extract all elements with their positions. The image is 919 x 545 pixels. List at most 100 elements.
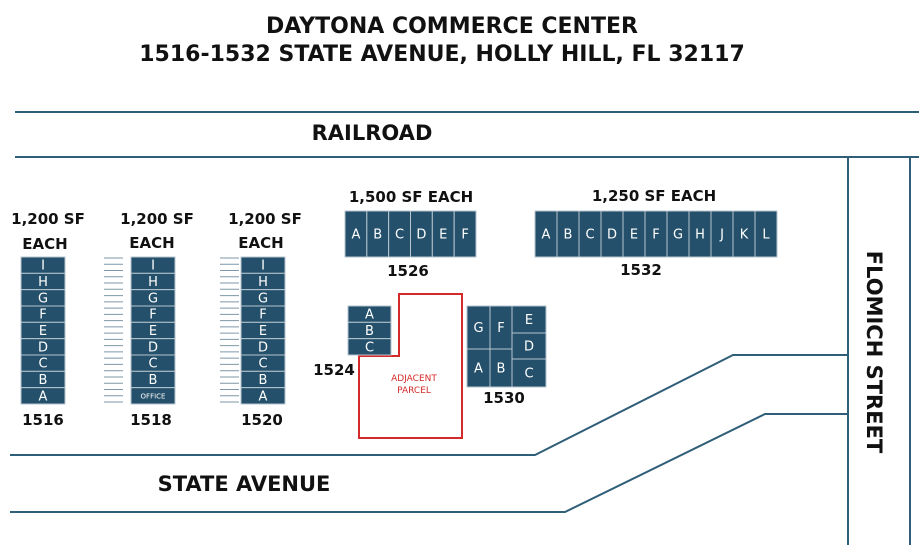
unit-1532-label: F — [652, 228, 659, 243]
unit-1520-a[interactable] — [240, 387, 286, 405]
unit-1526-label: E — [439, 228, 447, 243]
unit-1526-label: D — [416, 228, 426, 243]
building-1520-dock-markings — [220, 257, 239, 403]
unit-1530-label: D — [524, 340, 534, 355]
unit-1518-office[interactable] — [130, 387, 176, 405]
unit-1530-label: B — [497, 362, 506, 377]
unit-1530-label: E — [525, 313, 533, 328]
unit-1516-label: I — [41, 259, 45, 274]
unit-1520-label: F — [259, 308, 266, 323]
unit-1518-label: F — [149, 308, 156, 323]
building-1532-number: 1532 — [620, 261, 662, 279]
unit-1518-label: I — [151, 259, 155, 274]
unit-1516-label: D — [38, 340, 48, 355]
unit-1516-label: C — [38, 357, 47, 372]
building-1518-sf-label: 1,200 SF — [120, 210, 194, 228]
unit-1516-label: E — [39, 324, 47, 339]
unit-1518-label: E — [149, 324, 157, 339]
state-avenue-edge-bottom — [10, 413, 848, 513]
building-1530[interactable]: G F ED A B C 1530 — [466, 305, 547, 407]
unit-1532-label: K — [740, 228, 749, 243]
building-1516-number: 1516 — [22, 411, 64, 429]
unit-1516-a[interactable] — [20, 387, 66, 405]
unit-1532-l[interactable] — [754, 210, 778, 258]
unit-1518-label: B — [149, 373, 158, 388]
unit-1516-label: H — [38, 275, 48, 290]
unit-1518-label: H — [148, 275, 158, 290]
state-avenue-edge-top — [10, 354, 848, 456]
unit-1530-c[interactable] — [511, 358, 547, 388]
building-1524[interactable]: ABC 1524 — [313, 305, 392, 379]
unit-1520-label: D — [258, 340, 268, 355]
building-1524-number: 1524 — [313, 361, 355, 379]
building-1518-dock-markings — [104, 257, 123, 403]
unit-1520-label: B — [259, 373, 268, 388]
unit-1532-label: B — [564, 228, 573, 243]
building-1520-sf-label: 1,200 SF — [228, 210, 302, 228]
unit-1526-label: F — [461, 228, 468, 243]
adjacent-parcel-outline — [358, 293, 463, 439]
building-1516-sf-label: 1,200 SF — [11, 210, 85, 228]
unit-1516-label: F — [39, 308, 46, 323]
unit-1532-label: A — [542, 228, 551, 243]
unit-1530-label: A — [474, 362, 483, 377]
building-1526-number: 1526 — [387, 262, 429, 280]
unit-1532-label: H — [695, 228, 705, 243]
flomich-street-label: FLOMICH STREET — [862, 251, 886, 454]
unit-1532-label: J — [719, 228, 724, 243]
unit-1516-label: A — [39, 389, 48, 404]
adjacent-parcel-label-1: ADJACENT — [391, 374, 437, 384]
unit-1526-label: C — [395, 228, 404, 243]
unit-1518-label: OFFICE — [141, 392, 166, 400]
unit-1524-c[interactable] — [347, 338, 392, 356]
unit-1524-label: A — [365, 308, 374, 323]
state-avenue-label: STATE AVENUE — [158, 472, 331, 496]
unit-1532-label: G — [673, 228, 683, 243]
unit-1518-label: C — [148, 357, 157, 372]
unit-1524-label: C — [365, 340, 374, 355]
adjacent-parcel-label-2: PARCEL — [397, 386, 431, 396]
building-1532-sf-label: 1,250 SF EACH — [592, 187, 716, 205]
unit-1526-label: A — [351, 228, 360, 243]
unit-1516-label: G — [38, 291, 48, 306]
unit-1518-label: G — [148, 291, 158, 306]
building-1518-sf-label-2: EACH — [129, 234, 174, 252]
unit-1520-label: H — [258, 275, 268, 290]
unit-1520-label: E — [259, 324, 267, 339]
unit-1530-label: C — [524, 367, 533, 382]
building-1520-sf-label-2: EACH — [238, 234, 283, 252]
unit-1516-label: B — [39, 373, 48, 388]
unit-1532-label: D — [607, 228, 617, 243]
unit-1526-label: B — [373, 228, 382, 243]
building-1530-units: G F ED A B C — [466, 305, 547, 388]
building-1526-sf-label: 1,500 SF EACH — [349, 188, 473, 206]
unit-1520-label: C — [258, 357, 267, 372]
building-1524-units: ABC — [347, 305, 392, 356]
unit-1518-label: D — [148, 340, 158, 355]
title-line-1: DAYTONA COMMERCE CENTER — [266, 14, 638, 39]
unit-1532-label: E — [630, 228, 638, 243]
building-1530-number: 1530 — [483, 389, 525, 407]
unit-1520-label: I — [261, 259, 265, 274]
building-1520-number: 1520 — [241, 411, 283, 429]
building-1516-sf-label-2: EACH — [22, 235, 67, 253]
unit-1530-label: F — [497, 321, 504, 336]
title-line-2: 1516-1532 STATE AVENUE, HOLLY HILL, FL 3… — [139, 42, 745, 67]
unit-1530-label: G — [473, 321, 483, 336]
railroad-label: RAILROAD — [312, 121, 433, 145]
unit-1520-label: G — [258, 291, 268, 306]
unit-1532-label: C — [585, 228, 594, 243]
unit-1526-f[interactable] — [453, 210, 477, 258]
building-1518-number: 1518 — [130, 411, 172, 429]
unit-1524-label: B — [365, 324, 374, 339]
